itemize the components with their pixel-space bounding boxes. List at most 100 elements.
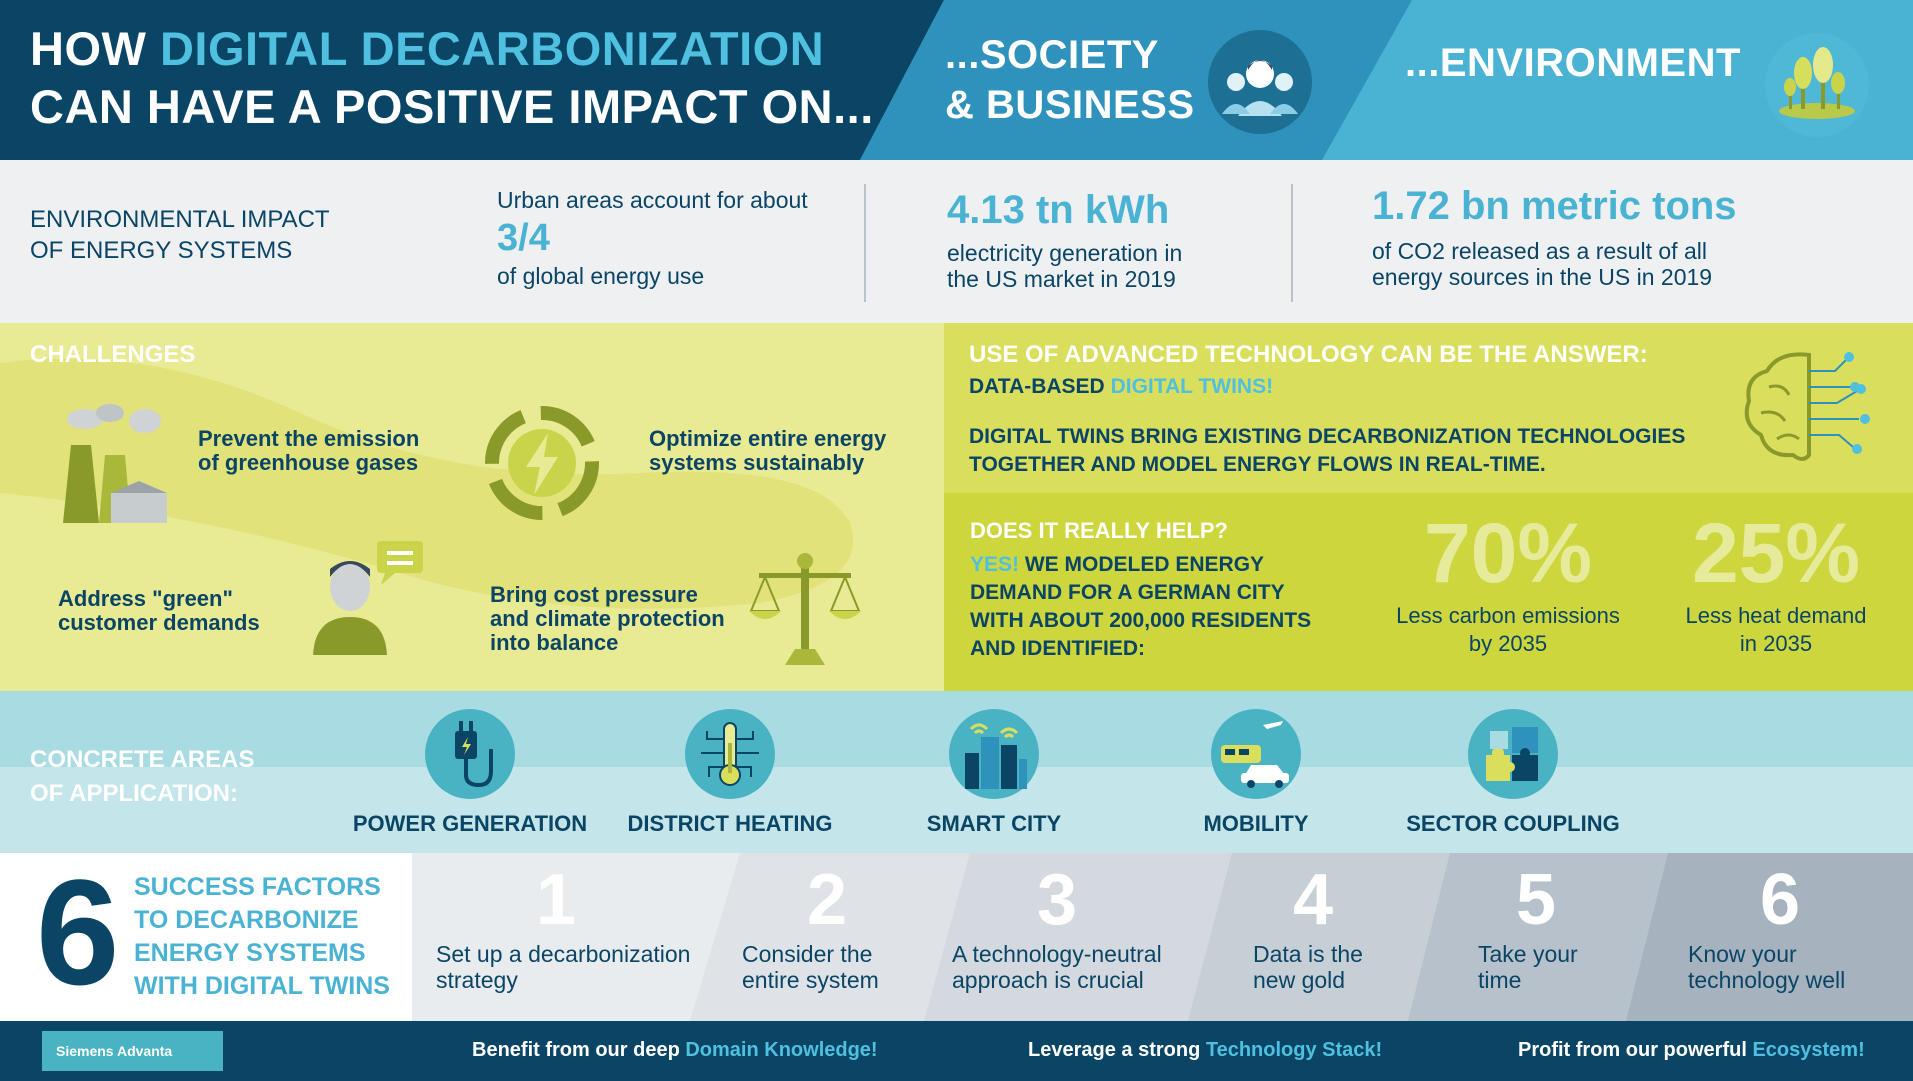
results-body: YES! WE MODELED ENERGY DEMAND FOR A GERM… [970, 551, 1311, 663]
results-line-2: DEMAND FOR A GERMAN CITY [970, 581, 1285, 604]
factor-line-2: time [1478, 967, 1522, 993]
factor-line-2: strategy [436, 967, 518, 993]
factor-line-1: Data is the [1253, 941, 1363, 967]
factor-line-2: technology well [1688, 967, 1846, 993]
stat-1-post: of global energy use [497, 263, 705, 289]
stat-urban-energy: Urban areas account for about 3/4 of glo… [497, 187, 808, 289]
result-heat-caption-2: in 2035 [1739, 631, 1813, 656]
factors-title-line-2: TO DECARBONIZE [134, 906, 359, 934]
success-factors: 6 SUCCESS FACTORS TO DECARBONIZE ENERGY … [0, 853, 1913, 1021]
plug-icon [425, 709, 515, 799]
area-label: SMART CITY [926, 811, 1062, 836]
yes-highlight: YES! [970, 553, 1020, 576]
challenge-cost-balance: Bring cost pressure and climate protecti… [490, 583, 725, 655]
area-label: SECTOR COUPLING [1406, 811, 1620, 836]
footer-msg-3-prefix: Profit from our powerful [1518, 1039, 1747, 1061]
challenge-3-line-1: Address "green" [58, 586, 233, 611]
heading-line-2: OF ENERGY SYSTEMS [30, 237, 293, 264]
title-line-1: HOW DIGITAL DECARBONIZATION [30, 20, 874, 78]
stat-co2: 1.72 bn metric tons of CO2 released as a… [1372, 174, 1737, 290]
header-mid-panel [860, 0, 1412, 160]
background-wave [0, 358, 854, 609]
challenge-2-line-1: Optimize entire energy [649, 426, 887, 451]
stat-1-value: 3/4 [497, 217, 550, 259]
factor-number: 6 [1759, 860, 1801, 940]
footer-message-3: Profit from our powerful Ecosystem! [1518, 1039, 1865, 1062]
factor-number: 2 [806, 860, 848, 940]
results-title: DOES IT REALLY HELP? [970, 518, 1228, 543]
challenges-title: CHALLENGES [30, 341, 196, 368]
challenges-panel: CHALLENGES Prevent the emission of green… [0, 323, 944, 691]
society-line-1: ...SOCIETY [945, 33, 1159, 77]
factor-line-1: Consider the [742, 941, 873, 967]
divider [864, 184, 866, 302]
factors-title-line-3: ENERGY SYSTEMS [134, 939, 366, 967]
challenge-4-line-3: into balance [490, 630, 619, 655]
results-panel: DOES IT REALLY HELP? YES! WE MODELED ENE… [944, 493, 1913, 691]
factor-item: 2 Consider the entire system [742, 859, 942, 993]
challenge-1-line-2: of greenhouse gases [198, 450, 419, 475]
factor-item: 5 Take your time [1478, 859, 1658, 993]
footer-msg-2-highlight: Technology Stack! [1205, 1039, 1383, 1061]
stat-2-line-2: the US market in 2019 [947, 266, 1176, 292]
challenge-4-line-1: Bring cost pressure [490, 582, 698, 607]
thermometer-icon [685, 709, 775, 799]
stat-2-line-1: electricity generation in [947, 240, 1183, 266]
factor-number: 1 [535, 860, 577, 940]
area-power-generation: POWER GENERATION [340, 709, 600, 837]
footer-msg-2-prefix: Leverage a strong [1028, 1039, 1201, 1061]
city-icon [949, 709, 1039, 799]
person-chat-icon [305, 537, 430, 657]
factor-number: 5 [1515, 860, 1557, 940]
area-label: POWER GENERATION [352, 811, 588, 836]
challenge-3-line-2: customer demands [58, 610, 260, 635]
puzzle-icon [1468, 709, 1558, 799]
factor-line-1: Take your [1478, 941, 1578, 967]
challenge-green-demands: Address "green" customer demands [58, 587, 260, 635]
results-line-3: WITH ABOUT 200,000 RESIDENTS [970, 609, 1312, 632]
challenge-4-line-2: and climate protection [490, 606, 725, 631]
factors-title-line-4: WITH DIGITAL TWINS [134, 972, 390, 1000]
scale-icon [745, 549, 865, 669]
stat-1-pre: Urban areas account for about [497, 187, 808, 213]
factor-strip [1626, 853, 1913, 1021]
stats-row: ENVIRONMENTAL IMPACT OF ENERGY SYSTEMS U… [0, 160, 1913, 323]
society-heading: ...SOCIETY & BUSINESS [945, 30, 1195, 130]
factor-line-1: Set up a decarbonization [436, 941, 691, 967]
challenge-1-line-1: Prevent the emission [198, 426, 420, 451]
footer-message-1: Benefit from our deep Domain Knowledge! [472, 1039, 878, 1062]
divider [1291, 184, 1293, 302]
application-areas: CONCRETE AREAS OF APPLICATION: POWER GEN… [0, 691, 1913, 853]
page-title: HOW DIGITAL DECARBONIZATION CAN HAVE A P… [30, 20, 874, 136]
title-highlight: DIGITAL DECARBONIZATION [159, 22, 825, 75]
factor-line-2: new gold [1253, 967, 1346, 993]
result-carbon-caption-1: Less carbon emissions [1396, 603, 1620, 628]
body-line-2: TOGETHER AND MODEL ENERGY FLOWS IN REAL-… [969, 453, 1546, 476]
challenge-emission: Prevent the emission of greenhouse gases [198, 427, 419, 475]
factor-line-1: A technology-neutral [952, 941, 1162, 967]
body-line-1: DIGITAL TWINS BRING EXISTING DECARBONIZA… [969, 425, 1686, 448]
challenge-optimize: Optimize entire energy systems sustainab… [649, 427, 886, 475]
result-carbon-caption-2: by 2035 [1468, 631, 1548, 656]
environmental-impact-heading: ENVIRONMENTAL IMPACT OF ENERGY SYSTEMS [30, 204, 330, 266]
subtitle-highlight: DIGITAL TWINS! [1110, 375, 1274, 398]
area-sector-coupling: SECTOR COUPLING [1383, 709, 1643, 837]
area-smart-city: SMART CITY [864, 709, 1124, 837]
vehicles-icon [1211, 709, 1301, 799]
areas-title-line-2: OF APPLICATION: [30, 780, 238, 807]
technology-title: USE OF ADVANCED TECHNOLOGY CAN BE THE AN… [969, 341, 1648, 368]
factor-line-2: entire system [742, 967, 879, 993]
factor-item: 6 Know your technology well [1688, 859, 1908, 993]
footer-msg-1-highlight: Domain Knowledge! [685, 1039, 878, 1061]
title-line-2: CAN HAVE A POSITIVE IMPACT ON... [30, 80, 874, 133]
areas-title: CONCRETE AREAS OF APPLICATION: [30, 743, 254, 811]
stat-3-line-2: energy sources in the US in 2019 [1372, 264, 1713, 290]
results-line-1: WE MODELED ENERGY [1024, 553, 1265, 576]
environment-heading: ...ENVIRONMENT [1405, 41, 1741, 85]
results-line-4: AND IDENTIFIED: [970, 637, 1145, 660]
stat-2-value: 4.13 tn kWh [947, 188, 1170, 232]
result-carbon: 70% Less carbon emissions by 2035 [1378, 505, 1638, 658]
factors-title-line-1: SUCCESS FACTORS [134, 873, 381, 901]
footer-msg-1-prefix: Benefit from our deep [472, 1039, 680, 1061]
technology-body: DIGITAL TWINS BRING EXISTING DECARBONIZA… [969, 423, 1685, 479]
